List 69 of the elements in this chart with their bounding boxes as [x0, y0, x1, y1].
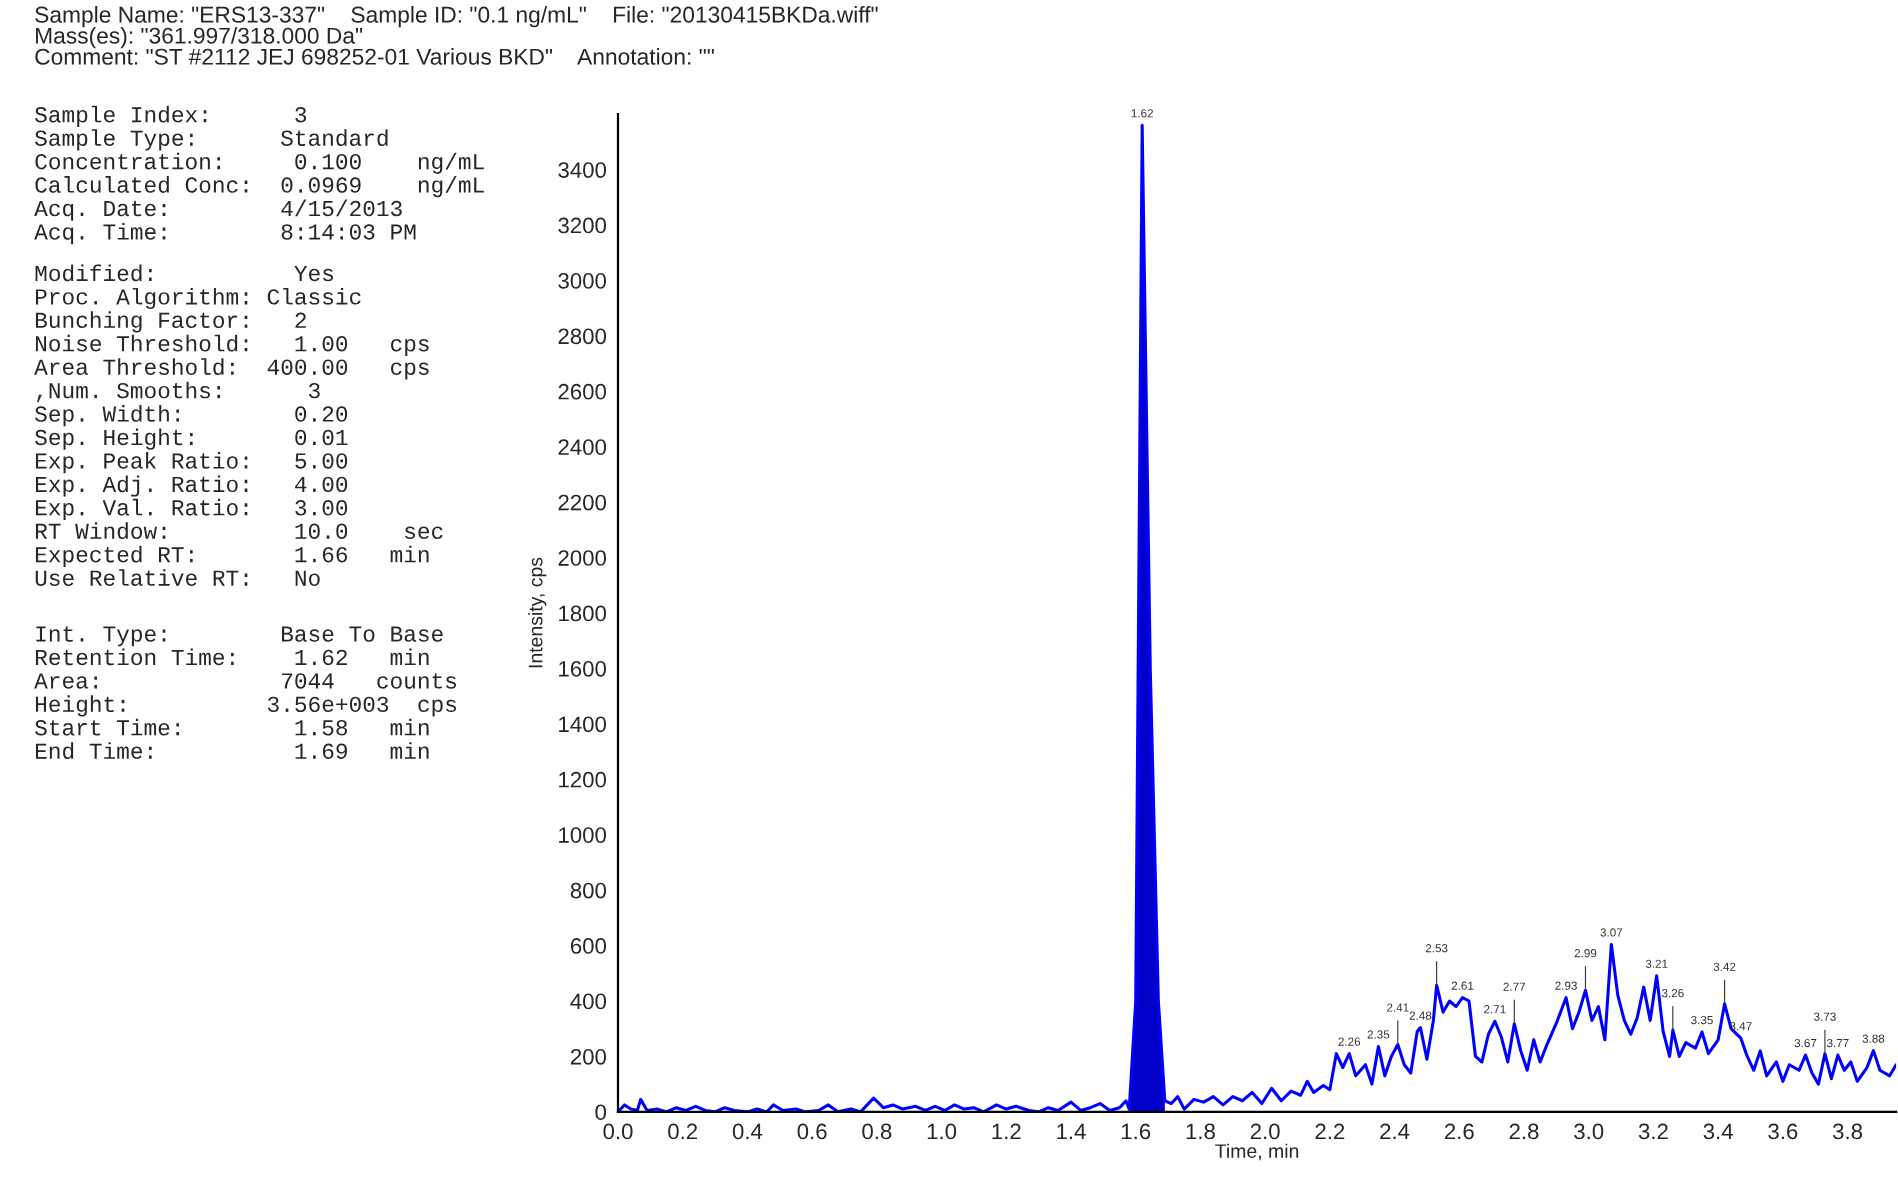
- y-tick-label: 1200: [559, 771, 607, 788]
- text: Acq. Date: 4/15/2013: [34, 199, 402, 221]
- text: Noise Threshold: 1.00 cps: [35, 334, 429, 356]
- text: Retention Time: 1.62 min: [35, 648, 429, 666]
- y-tick-label: 600: [570, 938, 607, 954]
- y-tick-label: 1800: [559, 605, 607, 622]
- y-axis-title: Intensity, cps: [528, 557, 547, 668]
- text: Exp. Val. Ratio: 3.00: [35, 498, 348, 521]
- x-tick-label: 2.8: [1509, 1123, 1539, 1140]
- x-tick-label: 0.4: [732, 1123, 763, 1140]
- x-tick-label: 2.0: [1250, 1123, 1280, 1140]
- text: Area: 7044 counts: [34, 673, 457, 689]
- text: Use Relative RT: No: [35, 569, 320, 586]
- text: Exp. Peak Ratio: 5.00: [35, 451, 348, 474]
- x-tick-label: 0.8: [862, 1123, 892, 1140]
- text: RT Window: 10.0 sec: [35, 522, 443, 540]
- x-tick-label: 3.4: [1703, 1123, 1733, 1140]
- y-tick-label: 3400: [558, 162, 607, 178]
- text: Sample Name: "ERS13-337" Sample ID: "0.1 ng/mL" File: "20130415BKDa.wiff": [35, 6, 878, 28]
- x-tick-label: 0.2: [668, 1123, 698, 1140]
- x-tick-label: 3.6: [1768, 1123, 1798, 1140]
- x-tick-label: 1.8: [1186, 1123, 1215, 1140]
- x-tick-label: 0.6: [797, 1123, 827, 1140]
- text: Sample Type: Standard: [35, 129, 388, 151]
- text: Modified: Yes: [35, 264, 333, 282]
- text: Sep. Width: 0.20: [35, 405, 348, 427]
- text: End Time: 1.69 min: [35, 742, 429, 760]
- y-tick-label: 1400: [559, 716, 607, 733]
- text: Mass(es): "361.997/318.000 Da": [36, 27, 363, 49]
- text: Sep. Height: 0.01: [35, 428, 348, 450]
- y-tick-label: 0: [595, 1104, 607, 1121]
- text: ,Num. Smooths: 3: [37, 381, 320, 403]
- y-tick-label: 800: [570, 882, 607, 899]
- x-tick-label: 3.2: [1638, 1123, 1668, 1140]
- y-tick-label: 2600: [558, 383, 607, 400]
- text: Calculated Conc: 0.0969 ng/mL: [35, 176, 484, 198]
- text: Start Time: 1.58 min: [35, 718, 429, 736]
- x-axis-title: Time, min: [1215, 1143, 1299, 1161]
- y-tick-label: 3200: [558, 217, 607, 234]
- text: Height: 3.56e+003 cps: [35, 695, 457, 717]
- text: Exp. Adj. Ratio: 4.00: [35, 475, 348, 497]
- y-tick-label: 2200: [558, 494, 607, 511]
- x-tick-label: 2.4: [1380, 1123, 1410, 1140]
- text: Area Threshold: 400.00 cps: [34, 358, 429, 380]
- y-tick-label: 2400: [558, 439, 607, 456]
- x-tick-label: 3.8: [1832, 1123, 1863, 1140]
- x-tick-label: 1.6: [1121, 1123, 1151, 1140]
- text: Bunching Factor: 2: [35, 311, 306, 333]
- text: Sample Index: 3: [35, 105, 307, 128]
- x-tick-label: 1.2: [992, 1123, 1021, 1140]
- text: Expected RT: 1.66 min: [35, 545, 429, 567]
- y-tick-label: 200: [570, 1048, 607, 1065]
- text: Comment: "ST #2112 JEJ 698252-01 Various BKD" Annotation: "": [35, 48, 714, 65]
- y-tick-label: 400: [570, 993, 607, 1010]
- text: Int. Type: Base To Base: [36, 626, 443, 647]
- x-tick-label: 1.4: [1057, 1123, 1086, 1140]
- x-tick-label: 1.0: [927, 1123, 957, 1140]
- y-tick-label: 1000: [559, 827, 607, 843]
- y-tick-label: 1600: [559, 660, 607, 677]
- text: Acq. Time: 8:14:03 PM: [34, 222, 416, 245]
- y-tick-label: 3000: [558, 273, 607, 289]
- text: Concentration: 0.100 ng/mL: [35, 152, 484, 174]
- x-tick-label: 2.6: [1444, 1123, 1474, 1140]
- x-tick-label: 2.2: [1315, 1123, 1345, 1140]
- x-tick-label: 0.0: [603, 1123, 633, 1140]
- x-tick-label: 3.0: [1574, 1123, 1604, 1140]
- text: Proc. Algorithm: Classic: [35, 287, 361, 310]
- y-tick-label: 2000: [558, 550, 607, 566]
- y-tick-label: 2800: [558, 328, 607, 345]
